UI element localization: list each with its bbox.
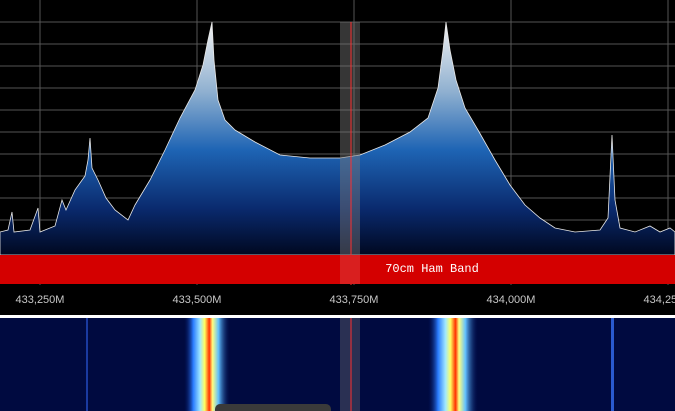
panel-handle[interactable] [215,404,331,411]
waterfall-passband [340,318,360,411]
band-label: 70cm Ham Band [385,262,479,276]
waterfall-signal [184,318,230,411]
band-bar-passband [340,255,360,284]
frequency-tick-label: 433,750M [330,294,379,306]
band-bar [0,255,675,284]
waterfall-trace [611,318,614,411]
filter-passband [340,22,360,255]
frequency-tick-label: 433,500M [173,294,222,306]
frequency-tick-label: 433,250M [16,294,65,306]
waterfall-signal [428,318,478,411]
spectrum-trace [0,21,675,256]
waterfall-trace [86,318,88,411]
frequency-tick-label: 434,250M [644,294,675,306]
frequency-axis: 433,250M 433,500M 433,750M 434,000M 434,250M [16,294,675,306]
divider [0,315,675,318]
waterfall [0,318,675,411]
frequency-tick-label: 434,000M [487,294,536,306]
